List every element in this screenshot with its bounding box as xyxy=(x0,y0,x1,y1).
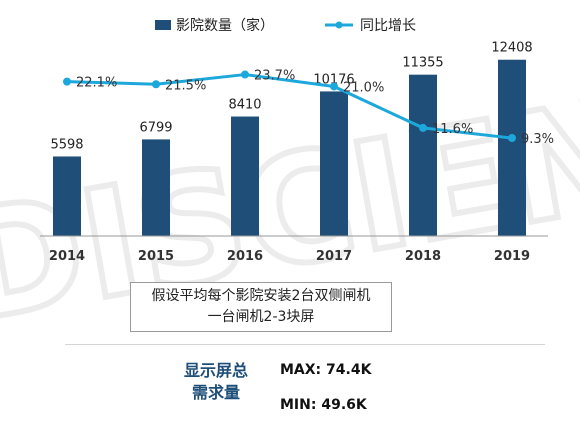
x-tick-labels: 2014 2015 2016 2017 2018 2019 xyxy=(49,249,530,264)
bar-value-2014: 5598 xyxy=(50,137,83,152)
assumption-line-1: 假设平均每个影院安装2台双侧闸机 xyxy=(151,288,371,304)
bar-value-2018: 11355 xyxy=(402,56,443,71)
growth-label-2014: 22.1% xyxy=(76,76,117,91)
growth-label-2016: 23.7% xyxy=(254,69,295,84)
x-tick-2017: 2017 xyxy=(316,249,352,264)
growth-point-2017 xyxy=(330,82,338,91)
demand-max: MAX: 74.4K xyxy=(280,362,372,378)
bar-2015 xyxy=(142,139,170,236)
x-tick-2019: 2019 xyxy=(494,249,530,264)
growth-label-2019: 9.3% xyxy=(521,132,554,147)
demand-min: MIN: 49.6K xyxy=(280,397,367,413)
demand-values: MAX: 74.4K MIN: 49.6K xyxy=(280,362,371,432)
x-tick-2015: 2015 xyxy=(138,249,174,264)
growth-point-2015 xyxy=(152,80,160,89)
total-demand-label-line-2: 需求量 xyxy=(191,383,240,402)
x-tick-2014: 2014 xyxy=(49,249,85,264)
bar-value-2019: 12408 xyxy=(491,41,532,56)
bar-2018 xyxy=(409,74,437,236)
growth-label-2015: 21.5% xyxy=(165,78,206,93)
growth-point-2014 xyxy=(63,77,71,86)
legend-bar-swatch xyxy=(155,20,171,30)
legend: 影院数量（家） 同比增长 xyxy=(155,17,416,34)
total-demand-label-line-1: 显示屏总 xyxy=(183,361,248,380)
growth-label-2017: 21.0% xyxy=(343,80,384,95)
bar-2019 xyxy=(498,59,526,237)
bar-2014 xyxy=(53,156,81,236)
x-tick-2018: 2018 xyxy=(405,249,441,264)
bar-2016 xyxy=(231,116,259,236)
growth-label-2018: 11.6% xyxy=(432,122,473,137)
legend-line-marker xyxy=(335,21,343,29)
growth-point-2018 xyxy=(419,123,427,132)
legend-line-label: 同比增长 xyxy=(360,18,416,34)
growth-point-2019 xyxy=(508,134,516,143)
assumption-line-2: 一台闸机2-3块屏 xyxy=(207,309,315,325)
bar-2017 xyxy=(320,91,348,236)
bar-value-2016: 8410 xyxy=(228,98,261,113)
x-tick-2016: 2016 xyxy=(227,249,263,264)
legend-bar-label: 影院数量（家） xyxy=(176,17,274,34)
growth-line xyxy=(66,73,513,140)
line-series: 22.1% 21.5% 23.7% 21.0% 11.6% 9.3% xyxy=(63,69,554,147)
assumption-note: 假设平均每个影院安装2台双侧闸机 一台闸机2-3块屏 xyxy=(130,282,392,332)
divider xyxy=(65,344,545,345)
growth-point-2016 xyxy=(241,70,249,79)
bar-value-2015: 6799 xyxy=(139,120,172,135)
total-demand-label: 显示屏总 需求量 xyxy=(176,360,256,404)
